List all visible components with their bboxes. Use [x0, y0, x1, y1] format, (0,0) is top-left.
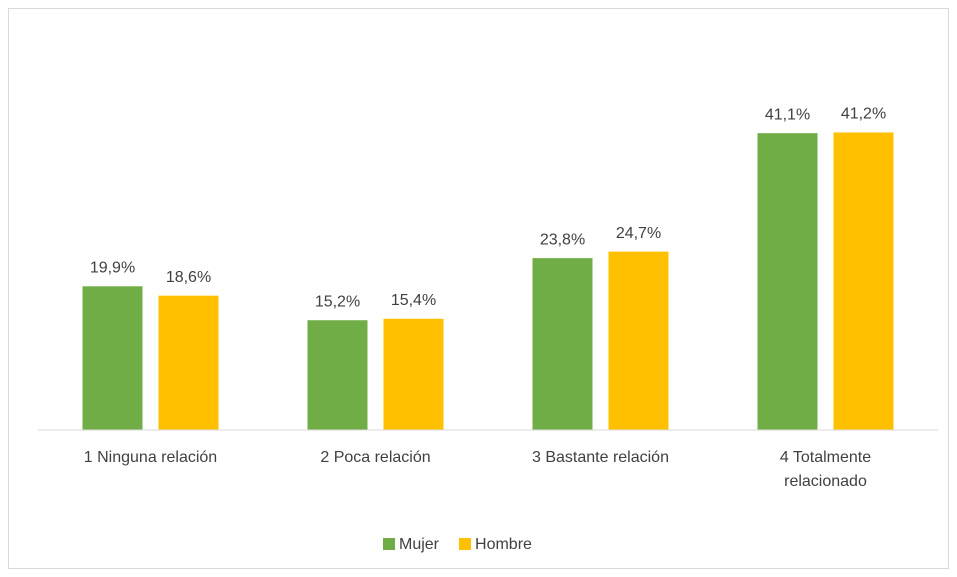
- bar: [608, 251, 669, 430]
- data-label: 24,7%: [616, 225, 661, 242]
- bar: [532, 258, 593, 430]
- data-label: 19,9%: [90, 259, 135, 276]
- x-tick-label: 1 Ninguna relación: [83, 449, 218, 466]
- data-label: 18,6%: [166, 269, 211, 286]
- bar: [757, 133, 818, 430]
- data-label: 23,8%: [540, 231, 585, 248]
- bar: [383, 318, 444, 430]
- x-tick-label: 3 Bastante relación: [532, 449, 669, 466]
- data-label: 15,2%: [315, 293, 360, 310]
- bar: [307, 320, 368, 430]
- x-tick-label: 4 Totalmente relacionado: [779, 449, 872, 490]
- x-tick-label: 2 Poca relación: [320, 449, 431, 466]
- bar: [158, 295, 219, 430]
- bar: [833, 132, 894, 430]
- data-label: 15,4%: [391, 292, 436, 309]
- legend-swatch: [383, 538, 395, 550]
- legend-label: Hombre: [475, 536, 532, 553]
- data-label: 41,1%: [765, 106, 810, 123]
- legend-swatch: [459, 538, 472, 550]
- bar: [82, 286, 143, 430]
- data-label: 41,2%: [841, 106, 886, 123]
- legend-label: Mujer: [399, 536, 440, 553]
